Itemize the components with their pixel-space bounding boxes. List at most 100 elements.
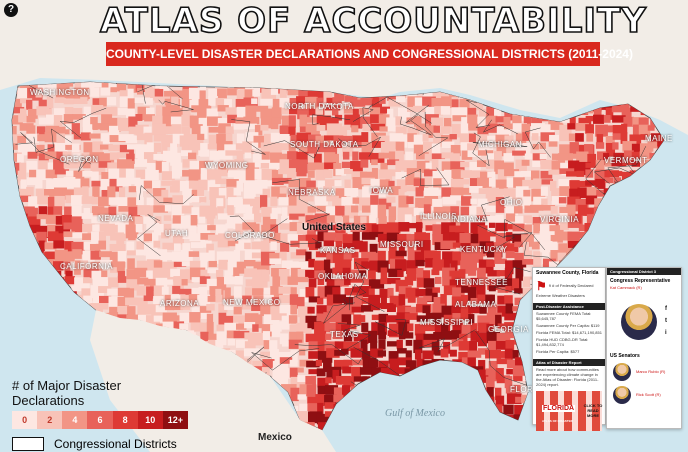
county-cell [125,297,138,306]
county-cell [522,259,535,265]
report-thumbnail[interactable]: FLORIDA ATLAS OF DISASTER [536,391,602,431]
county-cell [640,134,648,140]
county-cell [12,168,15,177]
county-cell [416,421,432,430]
county-cell [12,330,24,342]
county-cell [119,168,133,181]
county-cell [125,288,135,301]
help-button[interactable]: ? [4,3,18,17]
county-cell [648,225,655,237]
county-cell [378,339,386,350]
county-cell [378,198,392,210]
click-to-read-more[interactable]: CLICK TO READ MORE [583,403,603,418]
county-cell [316,297,324,305]
county-cell [224,270,232,277]
county-cell [379,189,386,197]
county-cell [73,339,87,348]
county-cell [243,213,256,220]
county-cell [235,243,246,251]
county-cell [261,269,270,277]
county-cell [351,117,363,129]
county-cell [26,331,37,337]
facebook-icon[interactable]: f [665,306,667,312]
county-cell [360,339,368,353]
county-cell [234,198,245,208]
senator-2-name[interactable]: Rick Scott (R) [636,392,661,397]
county-cell [296,132,311,143]
county-cell [533,234,544,244]
county-cell [145,169,153,183]
county-cell [289,98,301,108]
county-cell [172,285,181,294]
county-cell [460,123,469,135]
county-cell [225,315,238,325]
county-cell [361,177,376,185]
county-cell [18,243,28,251]
county-cell [236,261,246,274]
twitter-icon[interactable]: t [665,318,667,324]
county-cell [407,133,417,142]
county-cell [90,303,103,313]
senator-1-name[interactable]: Marco Rubio (R) [636,369,666,374]
county-cell [73,305,83,319]
county-cell [235,143,245,150]
county-cell [326,279,342,287]
county-cell [350,189,357,200]
county-cell [152,169,159,181]
county-cell [512,306,527,312]
county-cell [639,250,647,258]
county-cell [307,170,315,178]
county-cell [12,143,22,150]
county-cell [209,207,218,216]
county-cell [395,150,404,164]
county-cell [407,222,423,229]
gulf-label: Gulf of Mexico [385,408,445,420]
county-cell [551,196,566,205]
county-cell [512,115,522,126]
county-cell [388,385,403,396]
county-cell [513,206,523,214]
county-cell [566,204,576,216]
county-cell [155,305,167,313]
district-popup[interactable]: Congressional District 3 Congress Repres… [606,267,682,429]
county-cell [415,288,431,297]
county-cell [632,180,647,190]
rep-name[interactable]: Kat Cammack (R) [610,285,642,290]
county-cell [37,82,51,92]
county-cell [575,123,589,131]
county-cell [406,207,419,217]
county-cell [155,216,162,230]
county-cell [442,276,452,287]
county-cell [569,117,576,128]
county-cell [350,342,360,350]
county-cell [650,216,663,223]
county-cell [638,177,649,189]
county-cell [225,107,238,115]
county-cell [470,198,477,205]
country-label: United States [302,222,366,233]
instagram-icon[interactable]: i [665,330,667,336]
county-cell [449,270,461,281]
county-cell [209,150,220,163]
county-cell [153,315,169,323]
county-cell [395,96,406,103]
county-cell [37,270,47,284]
county-cell [64,107,74,118]
county-cell [44,286,56,295]
county-cell [92,141,103,153]
county-cell [352,240,363,250]
county-cell [668,251,679,257]
county-cell [134,216,144,231]
county-cell [65,251,75,262]
county-popup[interactable]: Suwannee County, Florida ⚑ 9 # of Federal… [532,267,606,431]
county-cell [136,197,144,206]
county-cell [56,151,68,163]
county-cell [404,214,412,226]
county-cell [486,421,495,430]
county-cell [551,429,567,430]
county-cell [621,107,632,121]
county-cell [548,141,558,147]
county-cell [53,206,63,218]
county-cell [26,125,36,137]
